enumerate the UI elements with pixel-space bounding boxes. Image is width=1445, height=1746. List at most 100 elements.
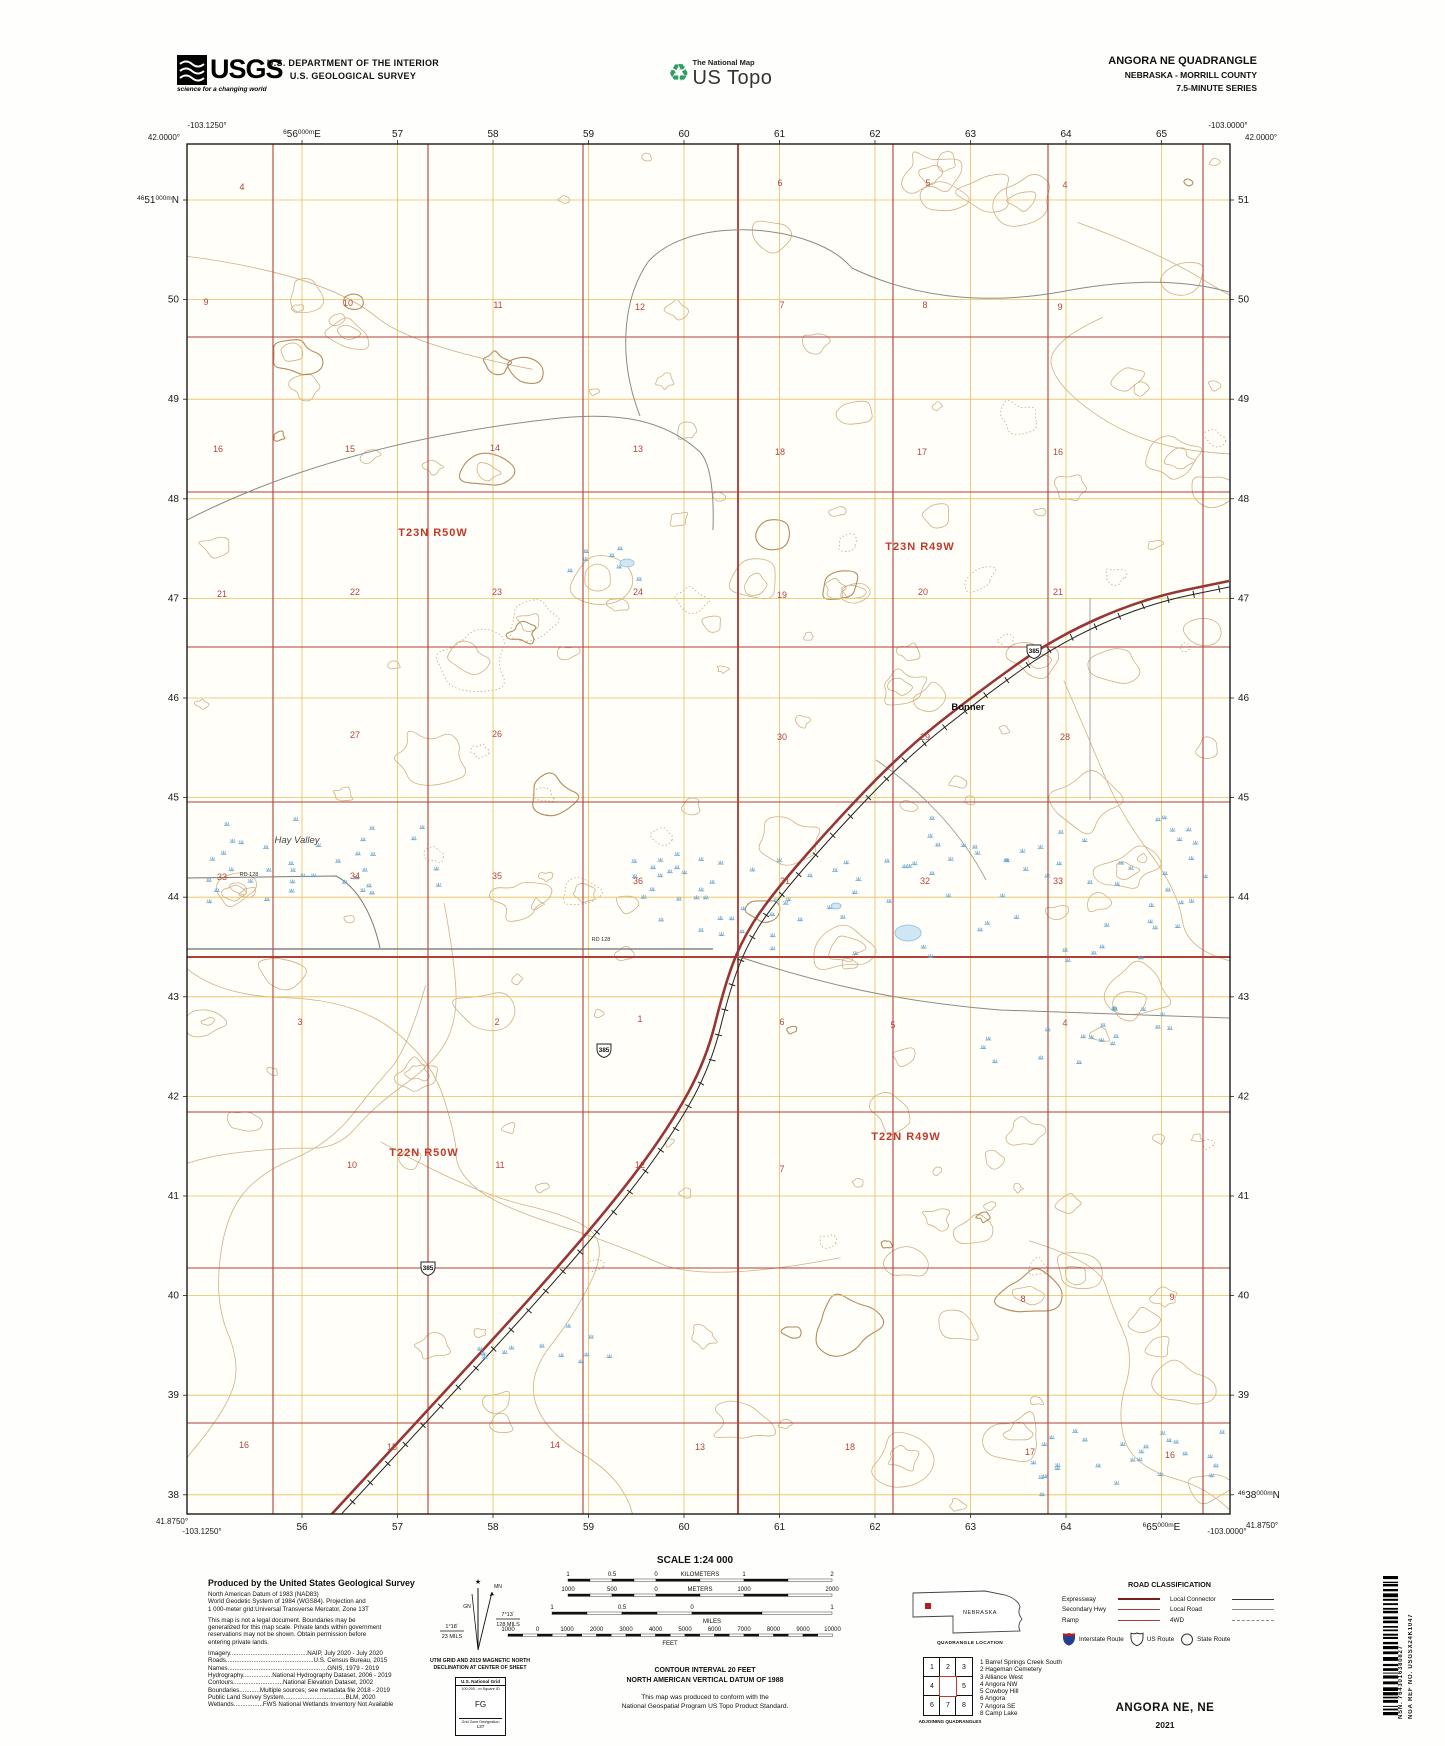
section-number: 19: [777, 590, 787, 600]
national-map-label: The National Map: [692, 58, 755, 67]
adjoining-list-item: 1 Barrel Springs Creek South: [980, 1659, 1062, 1666]
section-number: 36: [633, 876, 643, 886]
grid-label: 48: [168, 494, 180, 505]
conformance-line2: National Geospatial Program US Topo Prod…: [621, 1702, 789, 1710]
us-topo-label: US Topo: [692, 67, 773, 89]
svg-text:6000: 6000: [708, 1627, 722, 1633]
section-number: 11: [493, 300, 502, 310]
pond: [619, 558, 635, 568]
nga-ref-text: NGA REF NO. USGSX24K1047: [1408, 1613, 1414, 1719]
svg-text:385: 385: [423, 1265, 434, 1272]
grid-label: 49: [168, 394, 180, 405]
adjoining-list-item: 4 Angora NW: [980, 1680, 1018, 1688]
svg-text:METERS: METERS: [687, 1587, 712, 1593]
pond: [894, 924, 922, 942]
svg-text:23 MILS: 23 MILS: [442, 1634, 463, 1640]
road-sample-fourwd: [1232, 1619, 1274, 1621]
adjoining-list-item: 8 Camp Lake: [980, 1710, 1018, 1718]
section-number: 10: [347, 1160, 357, 1170]
section-number: 12: [635, 302, 645, 312]
local-roads: [187, 229, 1230, 1019]
svg-text:8000: 8000: [767, 1627, 781, 1633]
section-number: 5: [925, 178, 930, 188]
credits-line: Hydrography.................National Hyd…: [208, 1671, 392, 1679]
grid-label: 43: [1238, 992, 1250, 1003]
grid-label: 45: [168, 793, 180, 804]
section-number: 4: [1062, 180, 1067, 190]
state-shield-icon: [1181, 1633, 1194, 1645]
section-number: 28: [1060, 732, 1070, 742]
svg-text:1000: 1000: [737, 1587, 751, 1593]
svg-text:2000: 2000: [590, 1627, 604, 1633]
grid-label: 42: [168, 1091, 180, 1102]
section-number: 20: [918, 587, 928, 597]
adjoining-cell: 6: [923, 1695, 941, 1716]
corner-bottom-right-lon: -103.0000°: [1207, 1527, 1246, 1536]
grid-label: 46: [168, 693, 180, 704]
svg-text:4000: 4000: [649, 1627, 663, 1633]
usng-box: U.S. National Grid 100,000 - m Square ID…: [455, 1677, 506, 1736]
dept-line2: U.S. GEOLOGICAL SURVEY: [289, 71, 417, 81]
svg-text:0: 0: [654, 1572, 658, 1578]
svg-text:1: 1: [550, 1605, 554, 1611]
township-label: T23N R49W: [885, 541, 955, 553]
adjoining-caption: ADJOINING QUADRANGLES: [918, 1719, 982, 1724]
grid-label: 56: [296, 1522, 308, 1533]
route-shield-385: 385: [420, 1261, 436, 1277]
road-class-shields: Interstate Route US Route State Route: [1062, 1631, 1277, 1647]
adjoining-cell: 8: [955, 1695, 973, 1716]
adjoining-list-item: 3 Alliance West: [980, 1673, 1023, 1681]
svg-text:3000: 3000: [619, 1627, 633, 1633]
svg-text:0.5: 0.5: [608, 1572, 617, 1578]
section-number: 34: [350, 871, 360, 881]
grid-label: 63: [965, 129, 977, 140]
section-number: 23: [492, 587, 502, 597]
credits-line: Public Land Survey System...............…: [208, 1693, 376, 1701]
quad-county: NEBRASKA - MORRILL COUNTY: [1124, 70, 1257, 80]
grid-label: 4638000mN: [1238, 1490, 1280, 1501]
township-label: T23N R50W: [398, 527, 468, 539]
dept-line1: U.S. DEPARTMENT OF THE INTERIOR: [266, 58, 440, 68]
section-number: 9: [1169, 1292, 1174, 1302]
credits-title: Produced by the United States Geological…: [208, 1578, 415, 1588]
grid-label: 50: [168, 295, 180, 306]
section-number: 16: [1165, 1450, 1175, 1460]
route-shield-385: 385: [1026, 644, 1042, 660]
adjoining-cell: 7: [939, 1695, 957, 1716]
section-number: 3: [297, 1017, 302, 1027]
road-class-row: Secondary Hwy Local Road: [1062, 1605, 1277, 1616]
scale-title: SCALE 1:24 000: [657, 1555, 734, 1566]
section-number: 1: [637, 1014, 642, 1024]
section-number: 33: [1053, 876, 1063, 886]
map-year: 2021: [1155, 1720, 1175, 1730]
grid-label: 38: [168, 1490, 180, 1501]
state-name: NEBRASKA: [963, 1610, 997, 1616]
grid-label: 39: [168, 1390, 180, 1401]
road-class-title: ROAD CLASSIFICATION: [1128, 1580, 1211, 1589]
recycle-icon: ♻: [668, 60, 690, 87]
road-sample-secondary: [1118, 1609, 1160, 1611]
grid-label: 61: [774, 129, 786, 140]
road-name-label: RD 128: [240, 872, 259, 878]
grid-label: 44: [1238, 892, 1250, 903]
grid-label: 48: [1238, 494, 1250, 505]
road-sample-ramp: [1118, 1619, 1160, 1621]
section-number: 16: [239, 1440, 249, 1450]
svg-text:MILES: MILES: [703, 1619, 721, 1625]
grid-label: 57: [392, 129, 404, 140]
township-label: T22N R50W: [389, 1147, 459, 1159]
credits-lines: North American Datum of 1983 (NAD83) Worl…: [208, 1591, 430, 1708]
section-number: 12: [635, 1160, 645, 1170]
svg-text:1000: 1000: [560, 1627, 574, 1633]
svg-text:500: 500: [607, 1587, 618, 1593]
us-route-label: US Route: [1146, 1635, 1175, 1643]
grid-label: 45: [1238, 793, 1250, 804]
svg-text:0: 0: [536, 1627, 540, 1633]
adjoining-list-item: 7 Angora SE: [980, 1702, 1016, 1710]
svg-text:7°13´: 7°13´: [501, 1612, 514, 1618]
railroad: [340, 585, 1230, 1514]
svg-text:9000: 9000: [796, 1627, 810, 1633]
road-sample-local: [1232, 1609, 1274, 1611]
